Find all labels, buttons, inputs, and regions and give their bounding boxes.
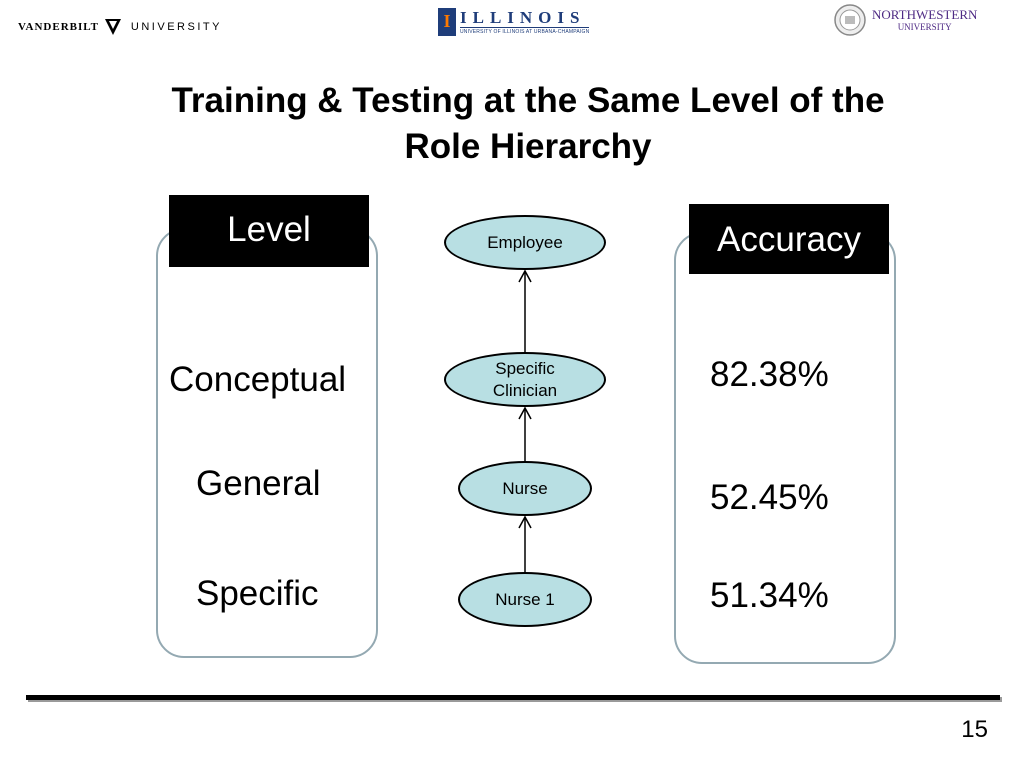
slide-title-line-1: Training & Testing at the Same Level of … — [171, 81, 885, 120]
illinois-logo-title: ILLINOIS — [460, 8, 586, 27]
hierarchy-node-label: Employee — [487, 232, 563, 252]
level-label-specific: Specific — [196, 574, 319, 613]
vanderbilt-logo-name: VANDERBILT — [18, 21, 99, 33]
accuracy-value-conceptual: 82.38% — [710, 355, 829, 394]
page-number: 15 — [961, 716, 988, 743]
slide-title: Training & Testing at the Same Level of … — [100, 78, 956, 170]
arrowhead-nurse-icon — [518, 515, 532, 529]
accuracy-value-general: 52.45% — [710, 478, 829, 517]
vanderbilt-oak-leaf-icon — [104, 19, 121, 35]
illinois-logo: I ILLINOIS UNIVERSITY OF ILLINOIS AT URB… — [438, 8, 590, 36]
slide-title-line-2: Role Hierarchy — [404, 127, 652, 166]
accuracy-value-specific: 51.34% — [710, 576, 829, 615]
level-label-conceptual: Conceptual — [169, 360, 347, 399]
hierarchy-node-label: Nurse — [502, 478, 548, 498]
northwestern-logo: NORTHWESTERN UNIVERSITY — [834, 4, 977, 36]
hierarchy-node-label-line-1: Specific — [495, 358, 555, 378]
level-header: Level — [169, 195, 369, 267]
footer-divider — [26, 695, 1000, 700]
level-label-general: General — [196, 464, 321, 503]
level-column-box — [156, 228, 378, 658]
northwestern-logo-subtitle: UNIVERSITY — [897, 22, 952, 32]
northwestern-logo-title: NORTHWESTERN — [872, 7, 978, 22]
arrowhead-specific-icon — [518, 406, 532, 420]
accuracy-header: Accuracy — [689, 204, 889, 274]
hierarchy-node-specific-clinician: Specific Clinician — [444, 352, 606, 407]
northwestern-seal-icon — [834, 4, 866, 36]
vanderbilt-logo: VANDERBILT UNIVERSITY — [18, 16, 222, 38]
hierarchy-node-employee: Employee — [444, 215, 606, 270]
hierarchy-node-nurse-1: Nurse 1 — [458, 572, 592, 627]
arrowhead-employee-icon — [518, 269, 532, 283]
illinois-logo-subtitle: UNIVERSITY OF ILLINOIS AT URBANA-CHAMPAI… — [460, 27, 590, 35]
hierarchy-node-label-line-2: Clinician — [492, 380, 558, 400]
hierarchy-node-label: Nurse 1 — [495, 589, 555, 609]
hierarchy-node-nurse: Nurse — [458, 461, 592, 516]
vanderbilt-logo-suffix: UNIVERSITY — [130, 21, 222, 33]
illinois-block-i-icon: I — [438, 8, 456, 36]
